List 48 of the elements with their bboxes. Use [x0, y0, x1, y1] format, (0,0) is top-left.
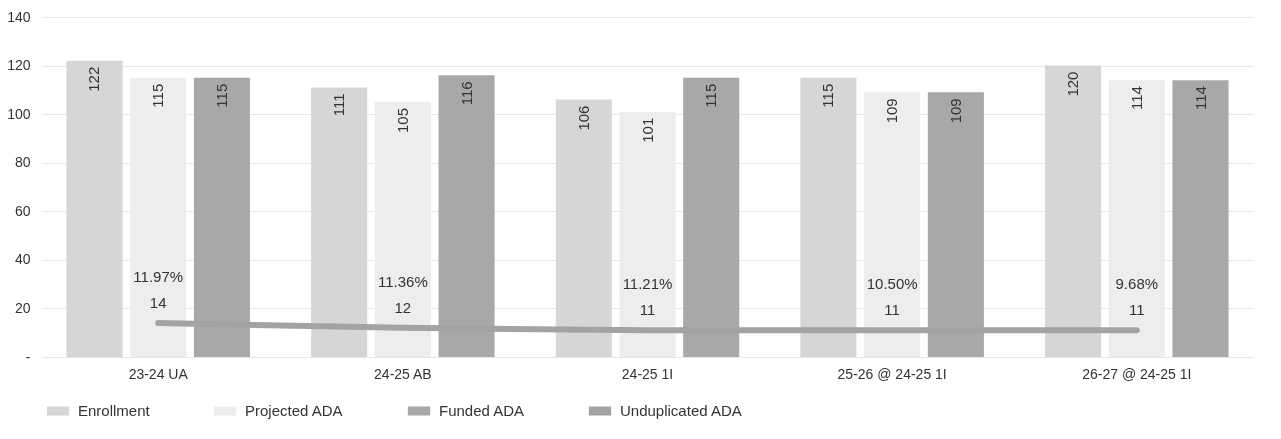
legend-label: Funded ADA — [439, 402, 525, 419]
bar — [555, 99, 612, 357]
data-label: 115 — [212, 83, 230, 108]
annotation: 11.97% — [133, 268, 184, 285]
data-label: 14 — [149, 294, 167, 311]
bar — [1045, 65, 1102, 357]
legend-label: Enrollment — [78, 402, 151, 419]
annotation: 11.21% — [622, 275, 673, 293]
data-label: 111 — [330, 93, 348, 117]
data-label: 114 — [1127, 86, 1145, 111]
x-tick-label: 26-27 @ 24-25 1I — [1082, 365, 1192, 382]
y-tick-label: 20 — [14, 299, 31, 316]
data-label: 120 — [1064, 71, 1082, 97]
x-tick-label: 24-25 AB — [374, 365, 432, 382]
data-label: 11 — [639, 301, 656, 319]
y-tick-label: 60 — [14, 202, 31, 219]
y-tick-label: 140 — [7, 8, 31, 25]
data-label: 11 — [1129, 301, 1145, 319]
data-label: 109 — [883, 98, 901, 124]
annotation: 9.68% — [1115, 275, 1159, 293]
x-tick-label: 24-25 1I — [621, 365, 674, 382]
legend-label: Unduplicated ADA — [620, 402, 742, 419]
bar — [311, 87, 368, 357]
data-label: 115 — [819, 83, 837, 108]
data-label: 115 — [149, 83, 167, 108]
bar — [66, 60, 123, 357]
y-tick-label: 120 — [7, 57, 31, 74]
data-label: 11 — [884, 301, 900, 319]
data-label: 114 — [1191, 86, 1209, 111]
bar — [800, 77, 857, 357]
data-label: 109 — [946, 98, 964, 124]
y-tick-label: 40 — [14, 251, 31, 268]
annotation: 10.50% — [866, 275, 918, 293]
data-label: 115 — [702, 83, 720, 108]
data-label: 101 — [638, 117, 656, 143]
x-tick-label: 23-24 UA — [128, 365, 189, 382]
legend-label: Projected ADA — [245, 402, 343, 419]
bar — [1172, 80, 1229, 357]
annotation: 11.36% — [377, 272, 428, 290]
y-tick-label: - — [25, 348, 31, 365]
data-label: 116 — [457, 81, 475, 106]
data-label: 122 — [85, 66, 103, 92]
data-label: 105 — [393, 108, 411, 134]
data-label: 106 — [574, 105, 592, 131]
x-tick-label: 25-26 @ 24-25 1I — [837, 365, 947, 382]
data-label: 12 — [394, 298, 412, 316]
y-tick-label: 80 — [14, 154, 31, 171]
y-tick-label: 100 — [7, 105, 31, 122]
